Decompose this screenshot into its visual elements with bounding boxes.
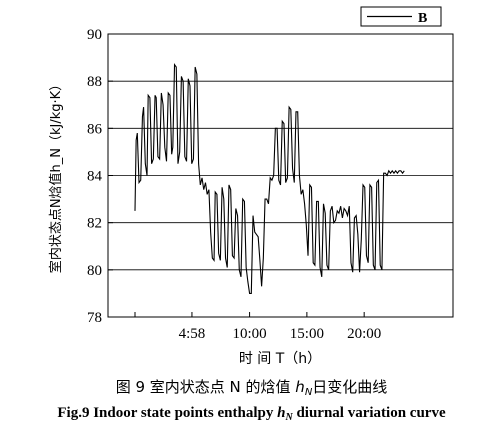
- caption-zh-var: h: [295, 378, 305, 396]
- y-tick-label-82: 82: [87, 216, 102, 232]
- x-axis-ticks: 4:58 10:00 15:00 20:00: [134, 312, 381, 342]
- y-tick-label-84: 84: [87, 169, 103, 185]
- caption-zh-sub: N: [304, 387, 313, 398]
- y-axis-label: 室内状态点N焓值h_N（kJ/kg·K）: [48, 78, 64, 273]
- enthalpy-chart: 78 80 82 84 86 88 90 4:58 10:00 15:00 20:00 B 室内状…: [48, 6, 454, 367]
- x-tick-label-4: 20:00: [347, 326, 381, 342]
- caption-en-prefix: Fig.9 Indoor state points enthalpy: [57, 405, 278, 421]
- series-line-b: [134, 63, 405, 294]
- y-axis-ticks: 78 80 82 84 86 88 90: [87, 27, 113, 326]
- legend: B: [360, 6, 442, 27]
- x-tick-label-2: 10:00: [232, 326, 266, 342]
- y-tick-label-78: 78: [87, 310, 102, 326]
- y-tick-label-80: 80: [87, 263, 102, 279]
- x-tick-label-3: 15:00: [290, 326, 324, 342]
- x-axis-label: 时 间 T（h）: [239, 351, 321, 367]
- caption-zh-prefix: 图 9 室内状态点 N 的焓值: [115, 378, 296, 396]
- caption-en-sub: N: [285, 412, 293, 423]
- y-tick-label-90: 90: [87, 27, 102, 43]
- y-tick-label-86: 86: [87, 121, 103, 137]
- legend-label-b: B: [418, 11, 427, 26]
- y-tick-label-88: 88: [87, 74, 102, 90]
- caption-en-var: h: [277, 405, 286, 421]
- x-tick-label-1: 4:58: [179, 326, 206, 342]
- figure-caption-en: Fig.9 Indoor state points enthalpy hN di…: [0, 405, 503, 423]
- caption-zh-suffix: 日变化曲线: [312, 378, 388, 396]
- caption-en-suffix: diurnal variation curve: [292, 405, 446, 421]
- figure-caption-zh: 图 9 室内状态点 N 的焓值 hN日变化曲线: [0, 376, 503, 398]
